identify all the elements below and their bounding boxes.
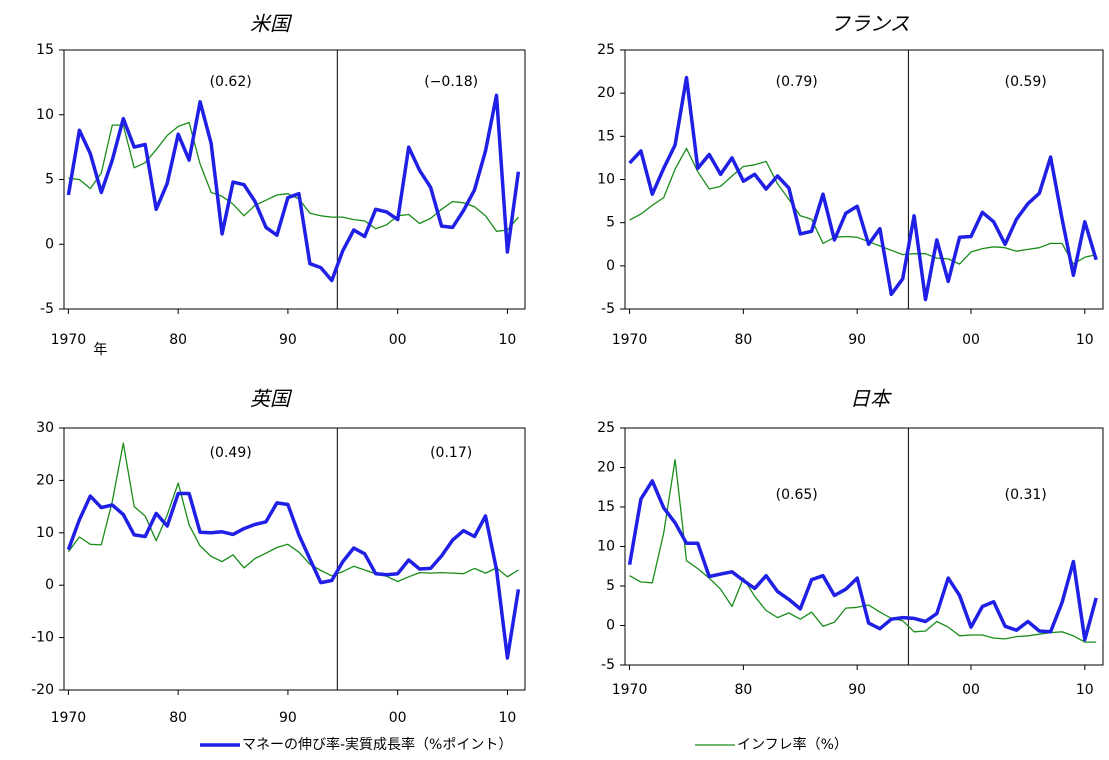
x-tick-label: 00: [389, 710, 407, 726]
series-line: [629, 147, 1097, 265]
plot-frame: [63, 427, 526, 691]
x-tick-label: 1970: [612, 332, 648, 348]
y-tick-label: 5: [45, 172, 54, 188]
y-tick-label: -5: [40, 301, 54, 317]
y-tick-label: 30: [36, 420, 54, 436]
plot-frame: [624, 427, 1104, 666]
plot-frame: [624, 49, 1104, 310]
series-line: [627, 479, 1098, 642]
y-tick-label: 0: [606, 258, 615, 274]
x-tick-label: 80: [169, 332, 187, 348]
series-line: [66, 93, 521, 283]
y-tick-label: 10: [36, 525, 54, 541]
x-tick-label: 10: [499, 332, 517, 348]
x-tick-label: 10: [1076, 332, 1094, 348]
period-correlation: (0.59): [1005, 74, 1047, 90]
x-tick-label: 10: [1076, 682, 1094, 698]
chart-title: フランス: [830, 12, 910, 36]
chart-title: 米国: [250, 12, 293, 36]
y-tick-label: 10: [597, 172, 615, 188]
y-tick-label: -20: [31, 682, 54, 698]
chart-title: 日本: [850, 387, 892, 411]
y-tick-label: 0: [45, 577, 54, 593]
y-tick-label: 25: [597, 42, 615, 58]
period-correlation: (0.79): [776, 74, 818, 90]
y-tick-label: -10: [31, 630, 54, 646]
period-correlation: (0.17): [430, 445, 472, 461]
x-tick-label: 90: [848, 682, 866, 698]
period-correlation: (0.31): [1005, 487, 1047, 503]
y-tick-label: 5: [606, 215, 615, 231]
y-tick-label: 5: [606, 578, 615, 594]
period-correlation: (0.62): [210, 74, 252, 90]
x-tick-label: 90: [279, 710, 297, 726]
x-tick-label: 90: [848, 332, 866, 348]
x-tick-label: 1970: [51, 710, 87, 726]
y-tick-label: 0: [45, 236, 54, 252]
y-tick-label: 20: [597, 85, 615, 101]
y-tick-label: 0: [606, 618, 615, 634]
y-tick-label: 15: [36, 42, 54, 58]
plot-frame: [63, 49, 526, 310]
y-tick-label: 20: [597, 460, 615, 476]
y-tick-label: 15: [597, 499, 615, 515]
x-tick-label: 80: [734, 332, 752, 348]
chart-title: 英国: [250, 387, 293, 411]
period-correlation: (0.65): [776, 487, 818, 503]
y-tick-label: 15: [597, 128, 615, 144]
y-tick-label: 20: [36, 472, 54, 488]
x-tick-label: 00: [962, 682, 980, 698]
series-line: [628, 75, 1098, 302]
x-tick-label: 90: [279, 332, 297, 348]
y-tick-label: 25: [597, 420, 615, 436]
legend-label: マネーの伸び率-実質成長率（%ポイント）: [242, 736, 512, 753]
period-correlation: (−0.18): [424, 74, 478, 90]
series-line: [67, 442, 519, 583]
series-line: [66, 491, 521, 660]
x-tick-label: 80: [169, 710, 187, 726]
x-tick-label: 00: [962, 332, 980, 348]
y-tick-label: 10: [597, 539, 615, 555]
period-correlation: (0.49): [210, 445, 252, 461]
x-tick-label: 10: [499, 710, 517, 726]
y-tick-label: -5: [601, 301, 615, 317]
x-tick-label: 1970: [51, 332, 87, 348]
x-tick-label: 1970: [612, 682, 648, 698]
x-tick-label: 80: [734, 682, 752, 698]
y-tick-label: 10: [36, 107, 54, 123]
legend-label: インフレ率（%）: [737, 736, 848, 753]
x-tick-label: 00: [389, 332, 407, 348]
series-line: [68, 121, 519, 232]
y-tick-label: -5: [601, 657, 615, 673]
x-unit-label: 年: [93, 342, 107, 358]
